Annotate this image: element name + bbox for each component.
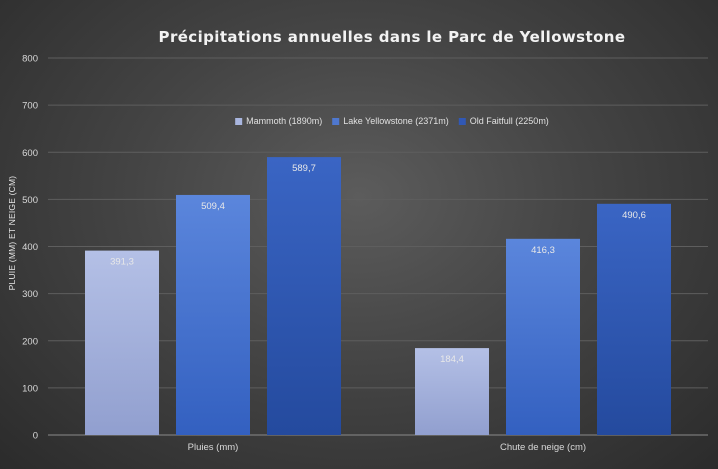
data-label: 589,7 (292, 163, 316, 174)
legend-label: Lake Yellowstone (2371m) (343, 116, 449, 126)
y-tick-label: 200 (22, 336, 38, 347)
y-tick-label: 700 (22, 101, 38, 112)
legend-item: Mammoth (1890m) (235, 116, 322, 126)
y-axis-label: PLUIE (MM) ET NEIGE (CM) (7, 176, 17, 291)
y-tick-label: 400 (22, 242, 38, 253)
data-label: 490,6 (622, 210, 646, 221)
legend-swatch (235, 118, 243, 125)
x-category-label: Chute de neige (cm) (500, 442, 586, 453)
legend-item: Lake Yellowstone (2371m) (332, 116, 449, 126)
legend-label: Mammoth (1890m) (246, 116, 322, 126)
legend-swatch (332, 118, 340, 125)
bar (597, 203, 671, 435)
bar (85, 250, 159, 435)
legend-swatch (458, 118, 466, 125)
bar (267, 157, 341, 435)
legend-item: Old Faitfull (2250m) (458, 116, 549, 126)
y-tick-label: 500 (22, 195, 38, 206)
bars: 391,3 509,4 589,7 Pluies (mm) 184,4 416,3 490,… (85, 157, 671, 453)
data-label: 184,4 (440, 354, 464, 365)
data-label: 509,4 (201, 201, 225, 212)
bar (415, 348, 489, 435)
chart-title: Précipitations annuelles dans le Parc de… (159, 28, 626, 46)
y-tick-label: 300 (22, 289, 38, 300)
y-tick-label: 600 (22, 148, 38, 159)
bar (506, 238, 580, 435)
legend: Mammoth (1890m) Lake Yellowstone (2371m) O… (235, 116, 549, 126)
data-label: 416,3 (531, 245, 555, 256)
x-category-label: Pluies (mm) (188, 442, 239, 453)
data-label: 391,3 (110, 257, 134, 268)
legend-label: Old Faitfull (2250m) (470, 116, 549, 126)
bar (176, 194, 250, 435)
y-tick-label: 800 (22, 54, 38, 65)
y-tick-label: 100 (22, 383, 38, 394)
y-tick-label: 0 (33, 431, 38, 442)
